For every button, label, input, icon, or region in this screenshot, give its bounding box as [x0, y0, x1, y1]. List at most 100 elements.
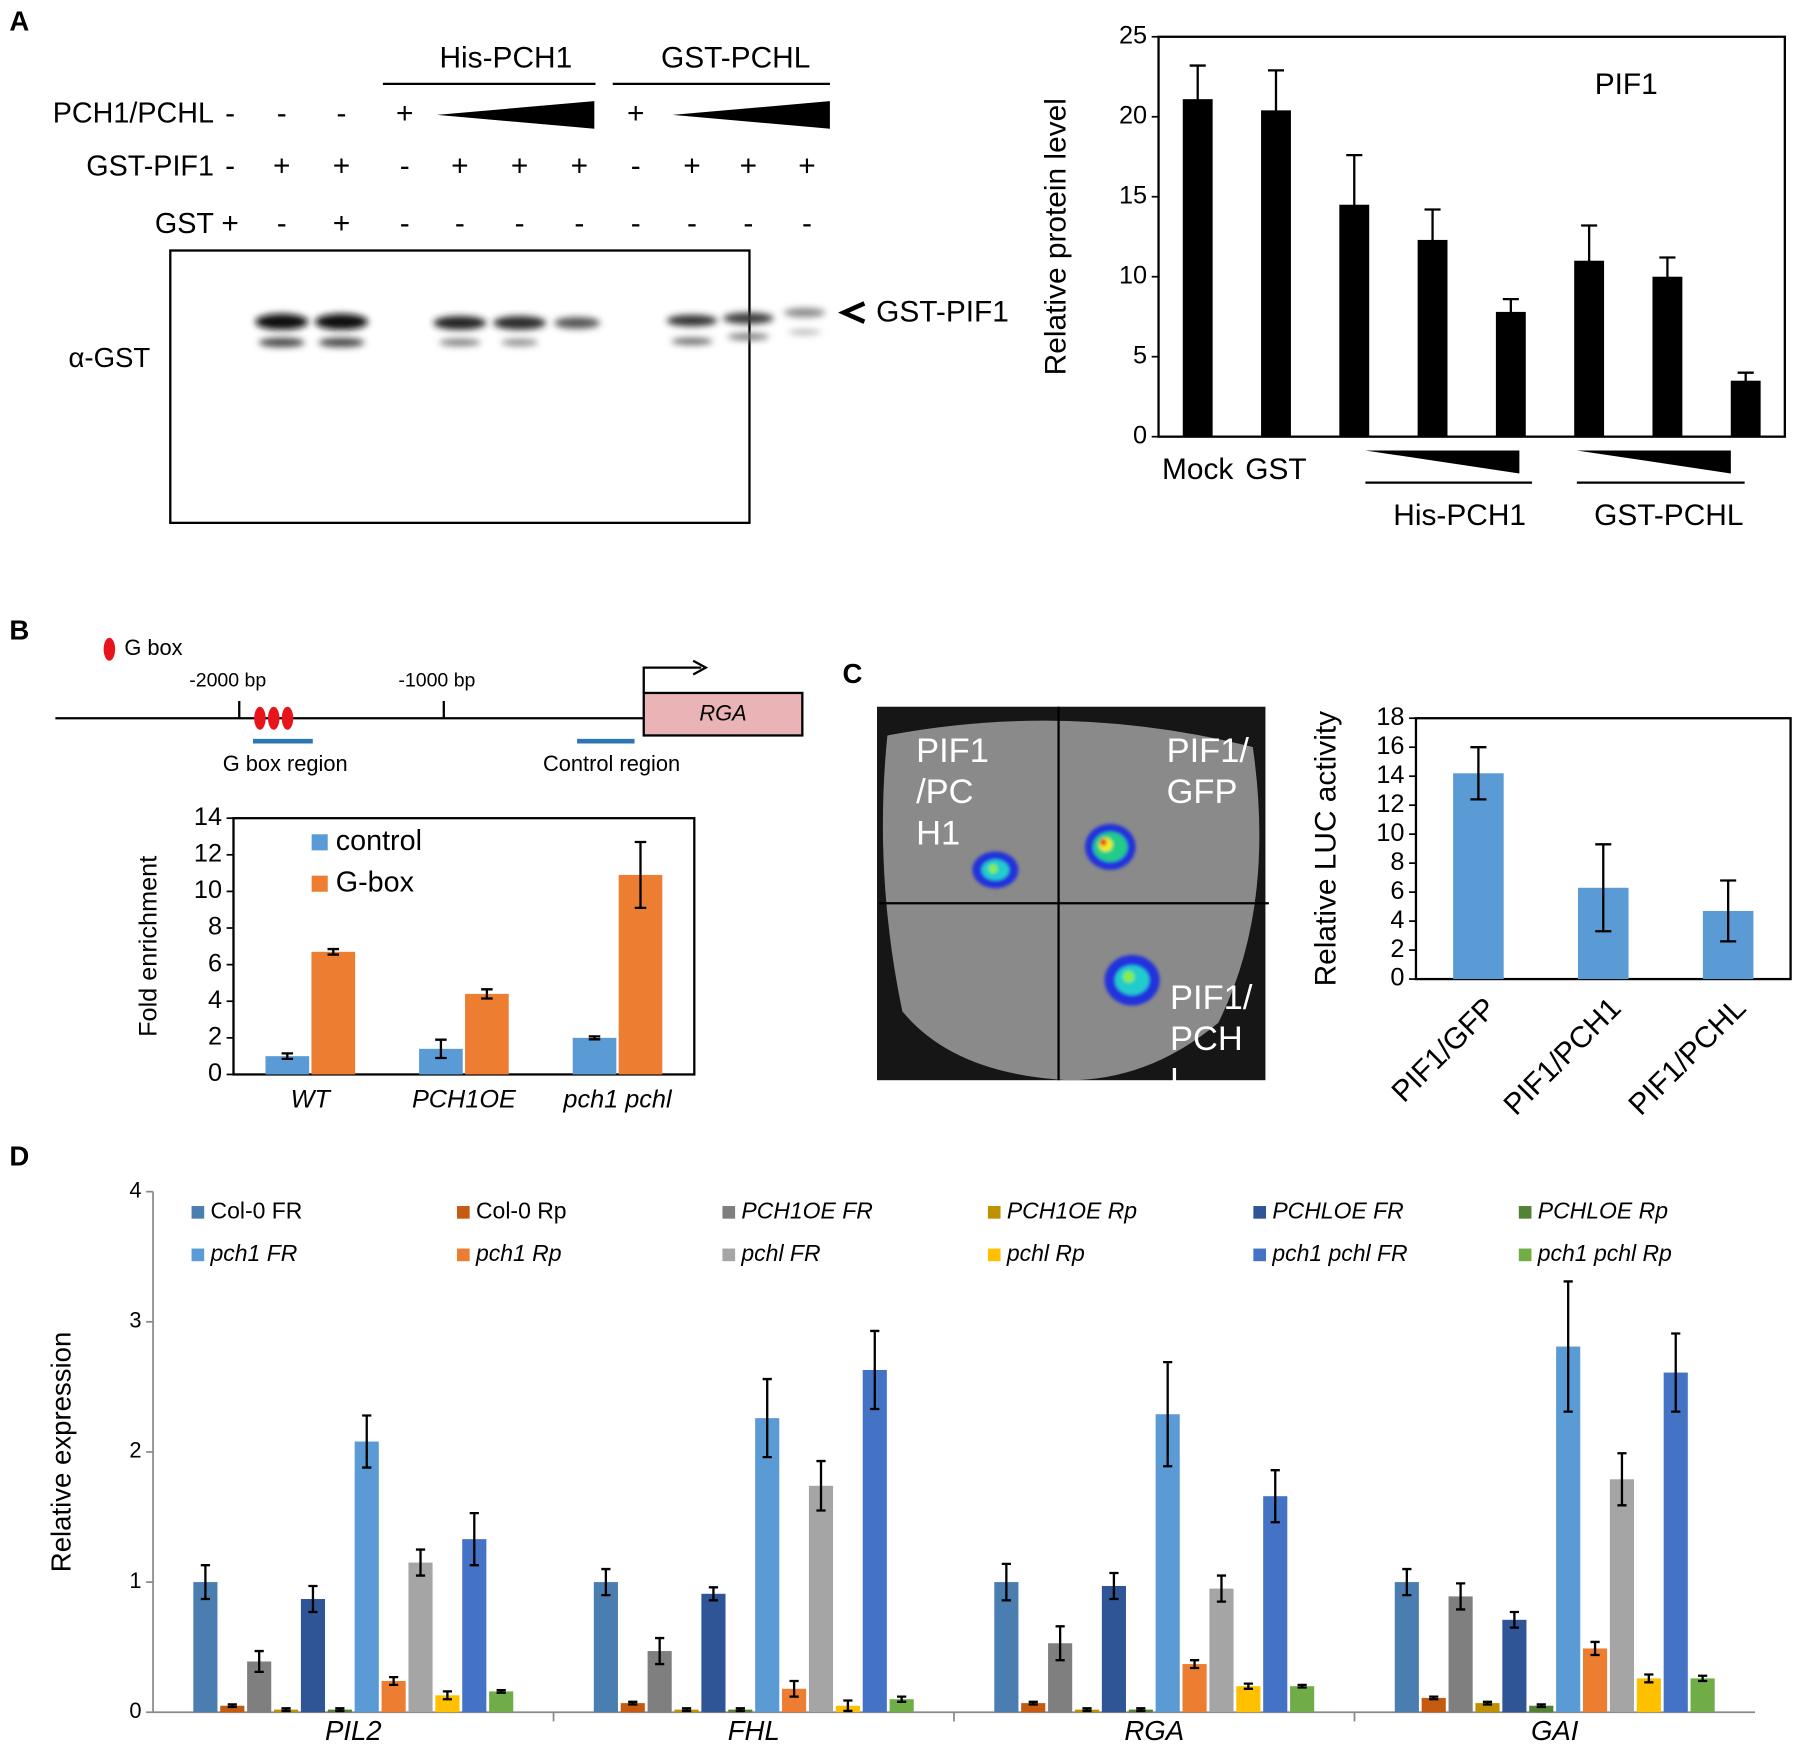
y-tick-label: 4 [208, 986, 222, 1014]
error-bar [335, 1707, 345, 1713]
group-label: GST-PCHL [1594, 499, 1743, 532]
lane-sign: - [225, 97, 235, 130]
y-tick-label: 8 [1390, 848, 1404, 876]
bar [1663, 1372, 1688, 1713]
legend-label: PCHLOE FR [1272, 1197, 1403, 1223]
wedge [436, 101, 595, 129]
x-tick-label: PCH1OE [412, 1086, 517, 1114]
y-tick-label: 0 [208, 1059, 222, 1087]
lane-sign: - [631, 150, 641, 183]
error-bar [1720, 879, 1737, 943]
y-tick-label: 15 [1119, 181, 1147, 209]
y-tick-label: 25 [1119, 21, 1147, 49]
row-label: GST [155, 208, 214, 240]
position-label: -2000 bp [189, 670, 266, 692]
bar [1182, 99, 1213, 437]
leaf-label: L [1170, 1062, 1189, 1100]
error-bar [1346, 153, 1363, 256]
bar [1453, 773, 1504, 980]
lane-sign: - [225, 150, 235, 183]
bar [408, 1562, 433, 1713]
y-tick-label: 14 [1376, 761, 1404, 789]
error-bar [1189, 1659, 1200, 1670]
error-bar [1189, 64, 1206, 134]
legend-swatch [722, 1248, 736, 1262]
bar [1261, 110, 1291, 437]
error-bar [1644, 1673, 1654, 1684]
y-tick-label: 18 [1376, 703, 1404, 731]
error-bar [655, 1636, 665, 1666]
plot-frame [232, 817, 696, 1076]
y-tick-label: 20 [1119, 101, 1147, 129]
legend-label: pch1 FR [210, 1240, 298, 1266]
bar [435, 1695, 460, 1713]
error-bar [1243, 1682, 1253, 1690]
chart: 0 5 10 15 20 25 Relative protein level PIF1 His-… [1039, 21, 1786, 532]
error-bar [1563, 1280, 1573, 1413]
lane-sign: - [337, 97, 347, 130]
bar [1582, 1648, 1608, 1713]
y-tick-label: 0 [1390, 964, 1404, 992]
error-bar [1055, 1625, 1065, 1662]
error-bar [1216, 1574, 1227, 1603]
error-bar [481, 988, 493, 1000]
error-bar [897, 1695, 907, 1703]
error-bar [1698, 1674, 1708, 1683]
x-tick-label: GST [1245, 453, 1306, 486]
x-tick-label: pch1 pchl [562, 1086, 673, 1114]
lane-sign: + [627, 97, 644, 130]
bar [862, 1369, 887, 1713]
y-tick-label: 6 [1390, 877, 1404, 905]
plot-frame [1157, 35, 1786, 438]
row-label: PCH1/PCHL [53, 98, 214, 130]
error-bar [1424, 208, 1441, 272]
error-bar [588, 1035, 601, 1041]
error-bar [1590, 1640, 1600, 1657]
y-axis-label: Relative expression [46, 1332, 77, 1573]
error-bar [628, 1700, 638, 1706]
group-label: His-PCH1 [1393, 499, 1526, 532]
legend-label: pch1 Rp [475, 1240, 562, 1266]
legend-label: pchl Rp [1006, 1240, 1085, 1266]
error-bar [389, 1675, 399, 1687]
error-bar [1163, 1361, 1173, 1468]
g-box [254, 706, 266, 730]
error-bar [681, 1707, 692, 1713]
legend-label: G box [124, 635, 182, 660]
error-bar [601, 1567, 611, 1597]
error-bar [1581, 224, 1598, 298]
legend-swatch [1253, 1206, 1267, 1219]
wedge [1365, 450, 1520, 474]
wedge [1576, 450, 1731, 474]
gene-diagram: G box -2000 bp -1000 bp G box region Con… [55, 635, 804, 776]
error-bar [1402, 1567, 1412, 1597]
y-tick-label: 12 [1376, 790, 1404, 818]
lane-sign: - [631, 207, 641, 240]
error-bar [1267, 69, 1285, 152]
error-bar [1470, 746, 1487, 801]
leaf-label: PIF1/ [1170, 979, 1253, 1017]
error-bar [1001, 1562, 1011, 1602]
legend-label: G-box [336, 866, 415, 898]
leaf [882, 720, 1260, 1081]
y-axis-label: Relative protein level [1039, 98, 1072, 375]
y-tick-label: 12 [194, 839, 222, 867]
lane-sign: + [451, 150, 468, 183]
leaf-image [877, 706, 1269, 1081]
x-tick-label: PIL2 [325, 1715, 382, 1746]
error-bar [442, 1690, 453, 1701]
gene-box [642, 691, 804, 737]
error-bar [1429, 1695, 1439, 1701]
bar [1263, 1496, 1288, 1713]
panel-label: D [9, 1141, 29, 1172]
y-tick-label: 3 [129, 1308, 141, 1333]
y-tick-label: 2 [1390, 935, 1404, 963]
antibody-label: α-GST [68, 342, 150, 373]
error-bar [816, 1459, 826, 1512]
x-tick-label: WT [291, 1086, 332, 1114]
bar [193, 1582, 218, 1713]
y-tick-label: 6 [208, 949, 222, 977]
bar [462, 1539, 487, 1713]
leaf-label: PIF1/ [1167, 732, 1250, 770]
bar [265, 1056, 310, 1075]
